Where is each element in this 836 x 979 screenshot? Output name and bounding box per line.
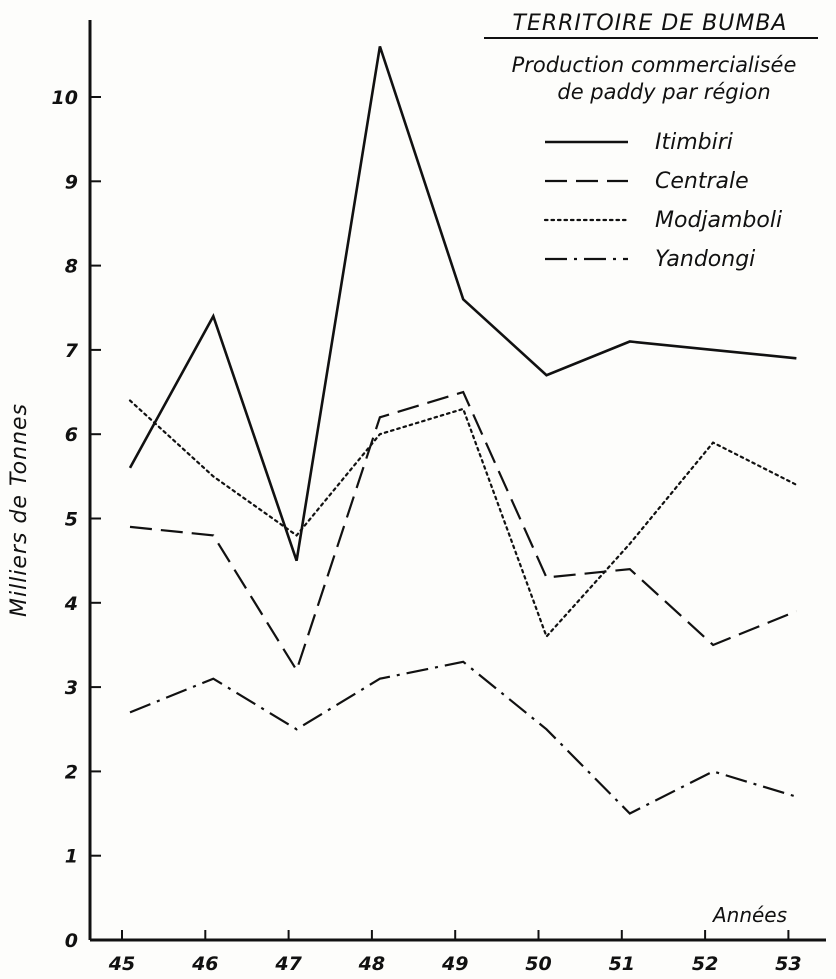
y-tick-label: 1 <box>65 846 78 868</box>
legend: Itimbiri Centrale Modjamboli Yandongi <box>543 130 782 272</box>
x-tick-label: 47 <box>274 953 302 975</box>
x-tick-label: 46 <box>191 953 218 975</box>
x-tick-label: 53 <box>775 953 801 975</box>
chart-subtitle-line-1: Production commercialisée <box>512 53 797 77</box>
y-tick-label: 6 <box>65 424 78 446</box>
chart-subtitle-line-2: de paddy par région <box>557 80 770 104</box>
series-lines <box>128 45 798 815</box>
y-tick-label: 10 <box>52 87 78 109</box>
y-tick-label: 9 <box>65 171 78 193</box>
y-tick-label: 8 <box>65 256 78 278</box>
chart-title: TERRITOIRE DE BUMBA <box>513 11 788 36</box>
x-tick-label: 50 <box>525 953 551 975</box>
y-tick-label: 3 <box>65 677 78 699</box>
x-axis-label: Années <box>711 903 787 927</box>
series-line-modjamboli <box>128 399 798 639</box>
legend-label-centrale: Centrale <box>655 169 749 194</box>
series-line-itimbiri <box>128 45 797 562</box>
y-ticks: 0 1 2 3 4 5 6 7 8 9 10 <box>52 87 101 952</box>
x-tick-label: 49 <box>441 953 468 975</box>
legend-label-yandongi: Yandongi <box>655 247 755 272</box>
y-tick-label: 0 <box>65 930 78 952</box>
x-tick-label: 52 <box>692 953 718 975</box>
y-tick-label: 5 <box>65 509 78 531</box>
y-tick-label: 4 <box>64 593 78 615</box>
y-axis-label: Milliers de Tonnes <box>7 403 32 617</box>
y-tick-label: 7 <box>65 340 79 362</box>
x-tick-label: 48 <box>358 953 385 975</box>
series-line-yandongi <box>129 660 797 815</box>
legend-label-itimbiri: Itimbiri <box>655 130 733 155</box>
x-tick-label: 51 <box>609 953 635 975</box>
series-line-centrale <box>129 390 797 673</box>
x-tick-label: 45 <box>108 953 135 975</box>
x-ticks: 45 46 47 48 49 50 51 52 53 <box>108 930 802 975</box>
y-tick-label: 2 <box>65 761 78 783</box>
legend-label-modjamboli: Modjamboli <box>655 208 782 233</box>
